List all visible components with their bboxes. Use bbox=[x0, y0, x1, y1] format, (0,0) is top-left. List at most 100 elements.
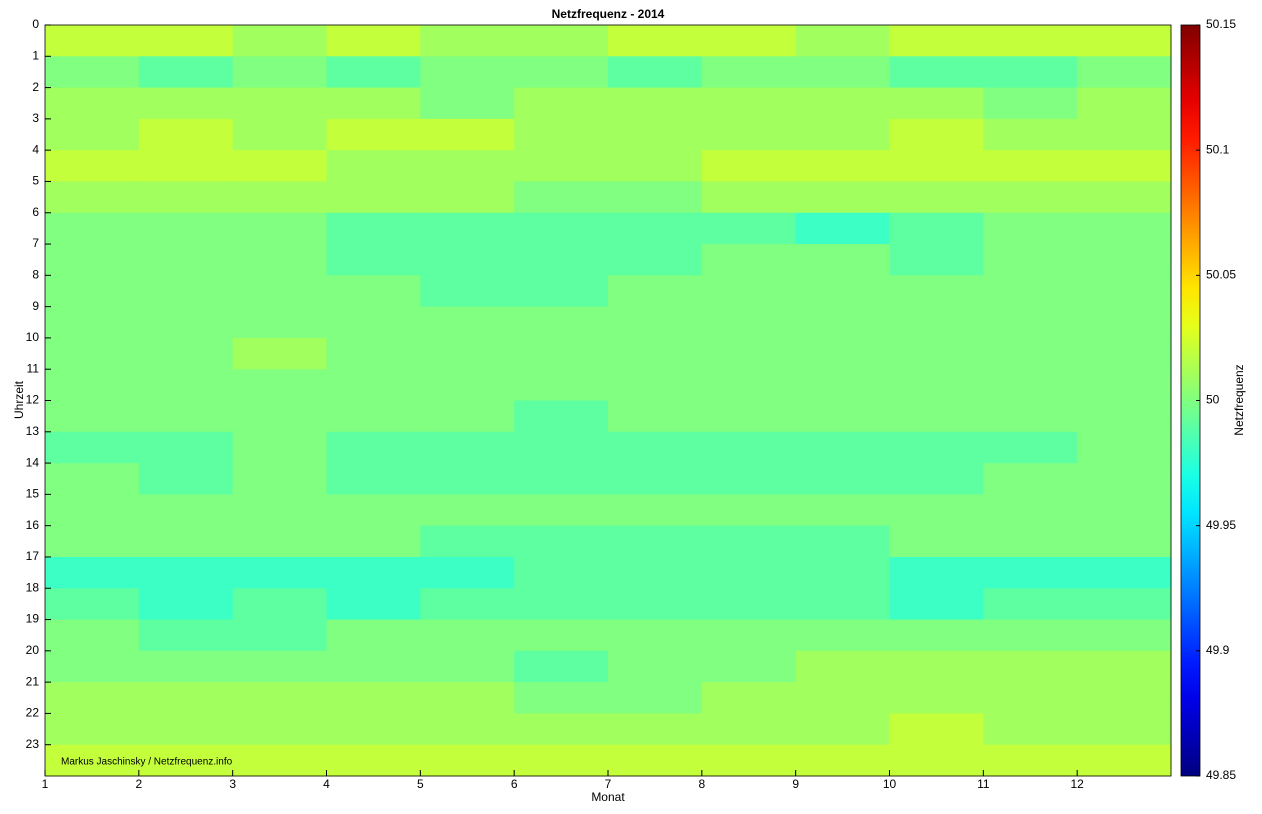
heatmap-cell bbox=[1077, 150, 1172, 182]
heatmap-cell bbox=[232, 56, 327, 89]
heatmap-cell bbox=[608, 619, 703, 652]
heatmap-cell bbox=[1077, 713, 1172, 746]
heatmap-cell bbox=[1077, 400, 1172, 433]
heatmap-cell bbox=[889, 25, 984, 57]
heatmap-cell bbox=[514, 212, 609, 245]
heatmap-cell bbox=[795, 275, 890, 308]
heatmap-cell bbox=[232, 212, 327, 245]
heatmap-cell bbox=[608, 150, 703, 182]
heatmap-cell bbox=[795, 87, 890, 120]
heatmap-cell bbox=[889, 244, 984, 276]
heatmap-cell bbox=[795, 556, 890, 589]
y-tick-label: 13 bbox=[26, 424, 40, 438]
heatmap-cell bbox=[514, 369, 609, 401]
heatmap-cell bbox=[514, 150, 609, 182]
heatmap-cell bbox=[1077, 306, 1172, 339]
heatmap-cell bbox=[138, 150, 234, 182]
y-tick-label: 16 bbox=[26, 518, 40, 532]
heatmap-cell bbox=[232, 25, 327, 57]
heatmap-cell bbox=[138, 650, 234, 683]
colorbar-tick-label: 49.9 bbox=[1206, 643, 1230, 657]
heatmap-cell bbox=[514, 431, 609, 464]
heatmap-cell bbox=[326, 556, 421, 589]
heatmap-cell bbox=[514, 118, 609, 151]
heatmap-cell bbox=[45, 588, 140, 621]
heatmap-cell bbox=[326, 150, 421, 182]
heatmap-cell bbox=[138, 25, 234, 57]
heatmap-cell bbox=[701, 682, 797, 714]
heatmap-cell bbox=[795, 682, 890, 714]
heatmap-cell bbox=[983, 588, 1078, 621]
heatmap-cell bbox=[983, 400, 1078, 433]
heatmap-cell bbox=[514, 463, 609, 495]
y-tick-label: 20 bbox=[26, 643, 40, 657]
heatmap-cell bbox=[514, 306, 609, 339]
heatmap-cell bbox=[795, 744, 890, 777]
heatmap-cell bbox=[232, 118, 327, 151]
heatmap-cell bbox=[1077, 588, 1172, 621]
heatmap-cell bbox=[701, 619, 797, 652]
heatmap-cell bbox=[420, 619, 515, 652]
heatmap-cell bbox=[889, 744, 984, 777]
heatmap-cell bbox=[983, 118, 1078, 151]
heatmap-cell bbox=[232, 744, 327, 777]
heatmap-cell bbox=[45, 431, 140, 464]
heatmap-cell bbox=[983, 494, 1078, 527]
heatmap-cell bbox=[326, 337, 421, 370]
heatmap-cell bbox=[514, 244, 609, 276]
heatmap-cell bbox=[420, 118, 515, 151]
heatmap-cell bbox=[1077, 619, 1172, 652]
y-tick-label: 8 bbox=[32, 268, 39, 282]
heatmap-cell bbox=[420, 744, 515, 777]
heatmap-cell bbox=[608, 306, 703, 339]
heatmap-cell bbox=[608, 682, 703, 714]
x-tick-label: 6 bbox=[511, 777, 518, 791]
colorbar-tick-label: 50.15 bbox=[1206, 17, 1236, 31]
heatmap-cell bbox=[701, 275, 797, 308]
heatmap-cell bbox=[701, 713, 797, 746]
heatmap-cell bbox=[983, 244, 1078, 276]
heatmap-cell bbox=[795, 494, 890, 527]
heatmap-cell bbox=[514, 713, 609, 746]
heatmap-cell bbox=[1077, 275, 1172, 308]
heatmap-cell bbox=[138, 494, 234, 527]
colorbar-label: Netzfrequenz bbox=[1232, 364, 1246, 435]
heatmap-cell bbox=[420, 650, 515, 683]
heatmap-cell bbox=[326, 87, 421, 120]
y-tick-label: 7 bbox=[32, 236, 39, 250]
heatmap-cell bbox=[420, 682, 515, 714]
heatmap-cell bbox=[608, 337, 703, 370]
heatmap-cell bbox=[420, 713, 515, 746]
y-tick-label: 9 bbox=[32, 299, 39, 313]
heatmap-cell bbox=[45, 25, 140, 57]
y-tick-label: 0 bbox=[32, 17, 39, 31]
heatmap-cell bbox=[420, 494, 515, 527]
y-tick-label: 18 bbox=[26, 580, 40, 594]
heatmap-cell bbox=[514, 619, 609, 652]
heatmap-cell bbox=[138, 682, 234, 714]
heatmap-cell bbox=[983, 463, 1078, 495]
y-axis-label: Uhrzeit bbox=[12, 380, 26, 419]
heatmap-cell bbox=[232, 337, 327, 370]
heatmap-cell bbox=[232, 619, 327, 652]
heatmap-cell bbox=[889, 556, 984, 589]
heatmap-cell bbox=[889, 588, 984, 621]
heatmap-cell bbox=[420, 588, 515, 621]
x-tick-label: 10 bbox=[883, 777, 897, 791]
heatmap-cell bbox=[795, 463, 890, 495]
heatmap-cell bbox=[795, 369, 890, 401]
heatmap-cell bbox=[514, 650, 609, 683]
heatmap-cell bbox=[608, 118, 703, 151]
y-tick-label: 2 bbox=[32, 80, 39, 94]
heatmap-cell bbox=[138, 306, 234, 339]
heatmap-cell bbox=[608, 463, 703, 495]
heatmap-cell bbox=[232, 244, 327, 276]
heatmap-cell bbox=[983, 525, 1078, 558]
heatmap-cell bbox=[514, 56, 609, 89]
heatmap-cell bbox=[138, 619, 234, 652]
x-tick-label: 11 bbox=[977, 777, 990, 791]
heatmap-cell bbox=[701, 244, 797, 276]
chart-title: Netzfrequenz - 2014 bbox=[552, 7, 665, 21]
y-tick-label: 14 bbox=[26, 455, 40, 469]
heatmap-cell bbox=[889, 682, 984, 714]
